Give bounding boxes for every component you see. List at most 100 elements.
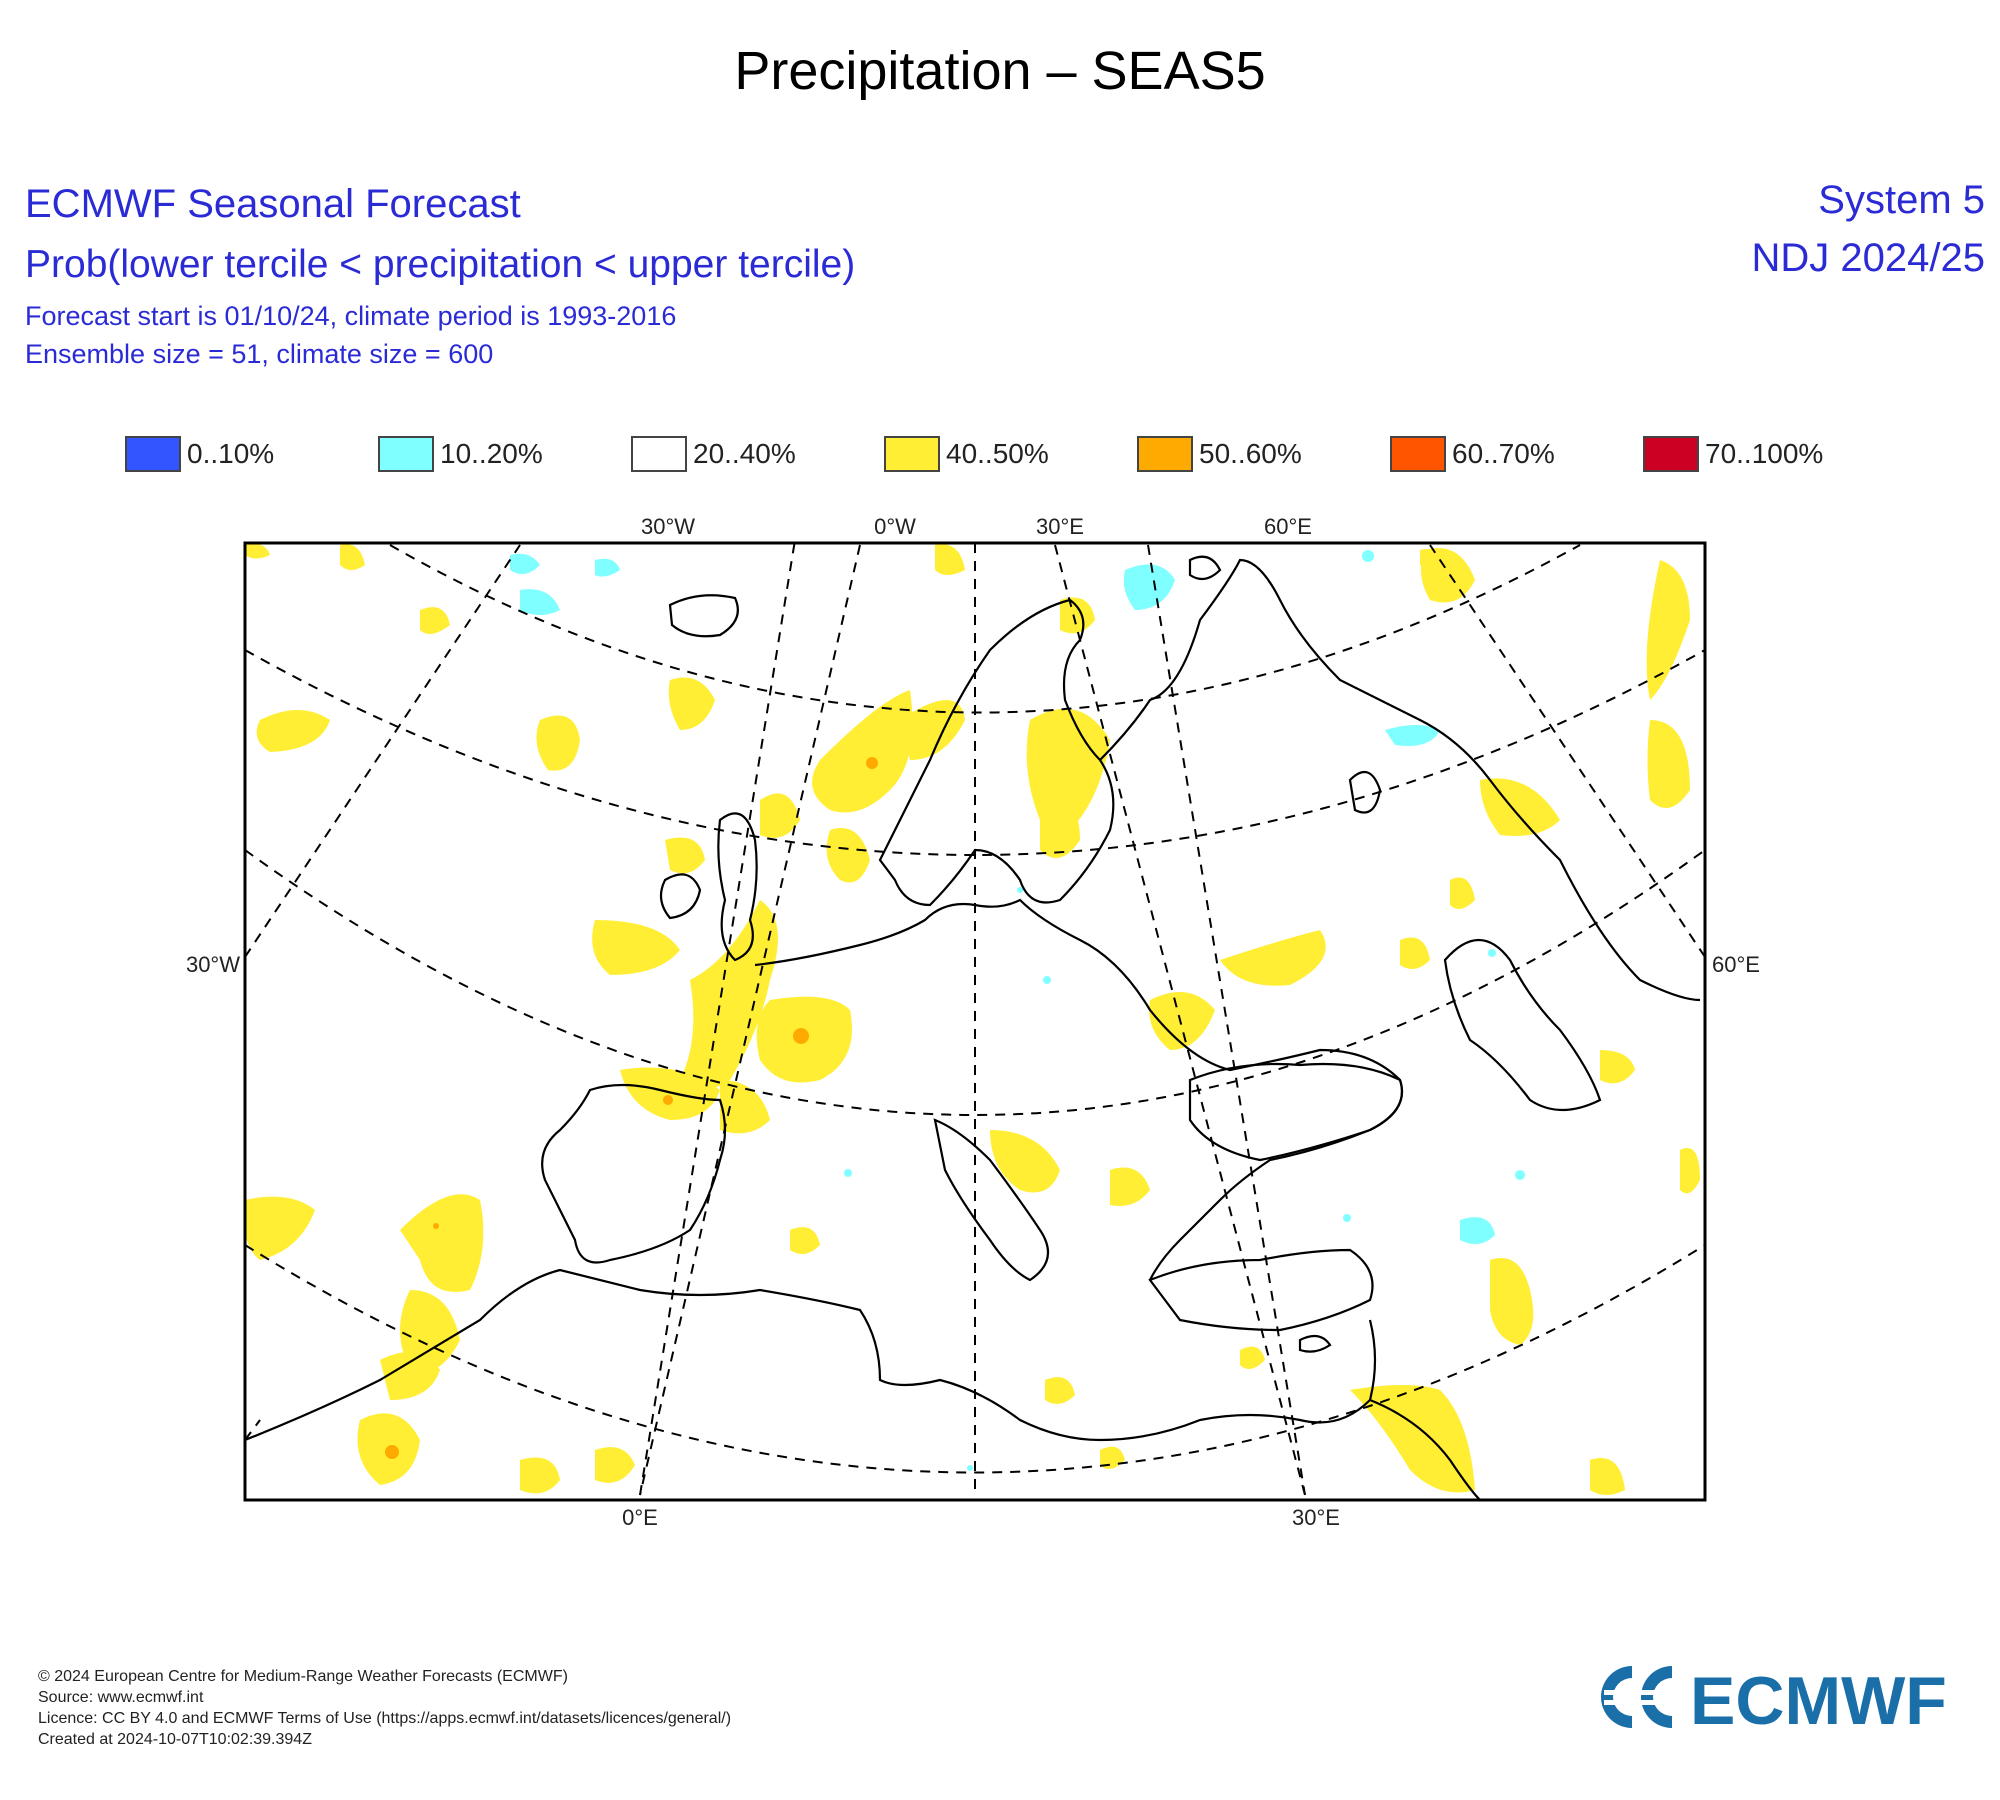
patch-canary-core	[385, 1445, 399, 1459]
legend-swatch-20-40	[631, 436, 687, 472]
period-label: NDJ 2024/25	[1751, 236, 1985, 280]
patch-kazakhstan	[1600, 1050, 1635, 1084]
patch-north-edge	[245, 543, 270, 559]
lon-label-bottom: 0°E	[622, 1505, 658, 1530]
coast-novaya-zemlya	[1348, 770, 1382, 814]
coast-black-sea	[1188, 1062, 1404, 1162]
legend-label: 10..20%	[440, 438, 543, 469]
patch-north-atlantic	[256, 710, 330, 752]
patch-norway	[900, 700, 965, 760]
meridian-line	[639, 544, 861, 1496]
coast-british-isles	[717, 812, 758, 962]
fill-50-60	[385, 757, 878, 1459]
patch-kazakhstan	[1450, 877, 1475, 909]
legend-swatch-50-60	[1137, 436, 1193, 472]
patch-small-blue	[1488, 949, 1496, 957]
licence-text: Licence: CC BY 4.0 and ECMWF Terms of Us…	[38, 1710, 732, 1727]
patch-north-sea	[826, 828, 870, 883]
parallel-line	[244, 849, 1706, 1116]
legend-label: 50..60%	[1199, 438, 1302, 469]
patch-azores-core	[433, 1223, 439, 1229]
lon-label-top: 30°W	[641, 514, 695, 539]
coast-ireland	[659, 873, 702, 920]
map-frame	[243, 541, 1707, 1502]
lat-label-right: 60°E	[1712, 952, 1760, 977]
coast-scandinavia	[878, 598, 1115, 907]
patch-atlantic-west	[244, 1196, 315, 1260]
patch-denmark	[760, 793, 800, 838]
patch-small-blue	[967, 1465, 973, 1471]
patch-north-edge	[935, 544, 965, 575]
legend-swatch-0-10	[125, 436, 181, 472]
patch-greenland-sea	[520, 589, 560, 615]
parallel-line	[244, 1244, 1706, 1474]
legend-label: 0..10%	[187, 438, 275, 469]
copyright-text: © 2024 European Centre for Medium-Range …	[38, 1668, 568, 1685]
lon-label-top: 30°E	[1036, 514, 1084, 539]
patch-balkans	[1110, 1167, 1150, 1206]
lon-label-top: 0°W	[874, 514, 916, 539]
fill-10-20	[510, 550, 1525, 1471]
patch-bay-of-biscay	[680, 900, 778, 1090]
patch-france-core	[793, 1028, 809, 1044]
legend-item: 0..10%	[125, 434, 274, 474]
patch-north-edge	[340, 544, 365, 570]
patch-norway-core	[866, 757, 878, 769]
patch-small-blue	[1017, 887, 1023, 893]
patch-arabia-east	[1590, 1458, 1625, 1495]
page-title: Precipitation – SEAS5	[734, 41, 1266, 101]
patch-iberia	[720, 1080, 770, 1134]
patch-mediterranean	[790, 1227, 820, 1254]
legend-swatch-60-70	[1390, 436, 1446, 472]
patch-libya	[1045, 1377, 1075, 1404]
patch-greenland-sea	[510, 553, 540, 574]
patch-norwegian-sea	[812, 690, 913, 813]
meridian-line	[1054, 544, 1306, 1496]
coast-north-africa	[244, 1268, 1377, 1442]
legend-swatch-70-100	[1643, 436, 1699, 472]
ecmwf-logo-mark	[1600, 1666, 1674, 1728]
patch-north-edge	[420, 607, 450, 634]
coast-continent	[754, 898, 1404, 1281]
patch-iberia	[620, 1067, 720, 1120]
legend-label: 20..40%	[693, 438, 796, 469]
patch-west-siberia	[1647, 720, 1690, 808]
legend-swatch-40-50	[884, 436, 940, 472]
parallel-line	[244, 649, 1706, 856]
patch-baltic	[1040, 798, 1080, 858]
patch-small-blue	[844, 1169, 852, 1177]
legend-label: 70..100%	[1705, 438, 1824, 469]
forecast-subtitle: Prob(lower tercile < precipitation < upp…	[25, 243, 856, 286]
coast-iberia	[541, 1083, 727, 1264]
forecast-title: ECMWF Seasonal Forecast	[25, 182, 521, 226]
patch-iran	[1490, 1258, 1534, 1345]
coast-italy	[933, 1118, 1050, 1282]
patch-russia-north	[1220, 930, 1326, 986]
coast-turkey	[1148, 1248, 1374, 1332]
patch-iceland-north	[595, 558, 620, 577]
patch-caspian-north	[1400, 937, 1430, 969]
legend-item: 50..60%	[1137, 434, 1302, 474]
source-text: Source: www.ecmwf.int	[38, 1689, 204, 1706]
coast-arabia	[1369, 1398, 1481, 1501]
patch-azores-band	[400, 1194, 484, 1292]
probability-fill	[244, 543, 1700, 1495]
patch-small-blue	[1043, 976, 1051, 984]
legend-item: 60..70%	[1390, 434, 1555, 474]
patch-sahara-west	[520, 1457, 560, 1494]
patch-caspian	[1460, 1217, 1495, 1244]
parallel-line	[389, 544, 1581, 714]
patch-azores-band	[400, 1290, 460, 1372]
patch-arabia	[1350, 1385, 1475, 1493]
coast-cyprus	[1298, 1334, 1332, 1353]
parallel-line	[244, 1419, 261, 1441]
meridian-line	[244, 544, 521, 958]
legend-label: 40..50%	[946, 438, 1049, 469]
patch-norwegian-sea	[668, 677, 715, 730]
patch-baltic-states	[1060, 597, 1095, 634]
lon-label-bottom: 30°E	[1292, 1505, 1340, 1530]
legend-item: 10..20%	[378, 434, 543, 474]
legend-item: 40..50%	[884, 434, 1049, 474]
patch-east-edge	[1680, 1148, 1700, 1194]
